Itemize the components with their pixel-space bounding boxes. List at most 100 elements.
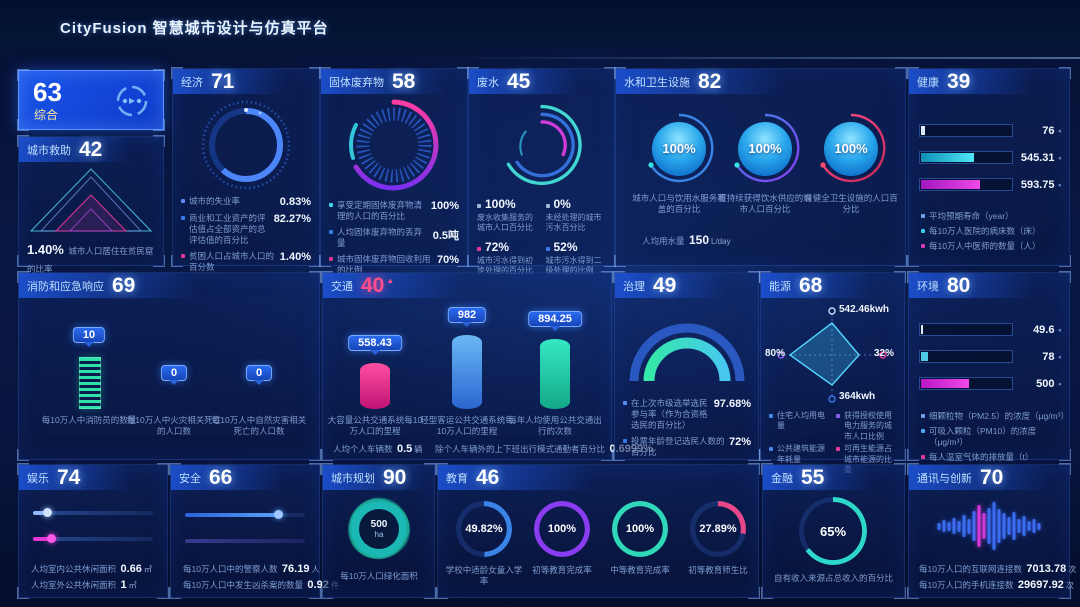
legend-label: 每人温室气体的排放量（t） (929, 452, 1034, 463)
metric-row: 商业和工业资产的评估值占全部资产的总评估值的百分比 82.27% (173, 213, 319, 246)
metric-value: 7013.78 (1026, 563, 1067, 575)
slider-knob[interactable] (47, 534, 57, 543)
bar-row: 78 ◂ (919, 350, 1061, 363)
slider-knob[interactable] (273, 510, 283, 519)
legend-label: 公共建筑能源年耗量 (777, 444, 825, 464)
donut-label: 初等教育师生比 (688, 565, 748, 575)
striped-bar (79, 357, 101, 409)
bar-track (919, 350, 1013, 363)
legend-item: 每人温室气体的排放量（t） (921, 452, 1069, 463)
metric-cell: 72% 城市污水得到初步处理的百分比 (477, 238, 538, 277)
metric-label: 未经处理的城市污水百分比 (545, 213, 602, 233)
tick-marker: ◂ (1057, 353, 1061, 361)
metric-value: 150 (688, 233, 709, 247)
waveform-icon (937, 501, 1041, 551)
legend-item: 住宅人均用电量 (769, 411, 830, 442)
metric-label: 城市的失业率 (189, 196, 241, 206)
metric-unit: L/day (711, 237, 731, 246)
metric-row: 人均固体废弃物的丢弃量 0.5吨 (321, 227, 467, 249)
water-gauge: 100% (640, 109, 718, 187)
bullet-icon (181, 216, 185, 220)
metric-label: 人均室外公共休闲面积 (31, 580, 117, 590)
metric-unit: ㎡ (143, 565, 152, 574)
bar-fill (921, 352, 929, 361)
panel-score: 80 (947, 274, 971, 297)
metric-value: 82.27% (273, 213, 311, 225)
panel-environment: 环境 80 49.6 ◂ 78 ◂ 500 ◂ 细颗粒物（PM2.5）的浓度（μg/m… (907, 271, 1071, 463)
metric-label: 人均固体废弃物的丢弃量 (337, 227, 423, 249)
education-donut: 100% (612, 501, 668, 557)
bullet-icon (921, 429, 925, 434)
bullet-icon (181, 254, 185, 259)
blob-center-value: 500 (370, 519, 388, 530)
donut-ring-chart (612, 501, 668, 557)
donut-value: 100% (625, 523, 655, 535)
slider-knob[interactable] (42, 508, 52, 517)
value-bubble: 558.43 (348, 335, 402, 351)
metric-label: 人均室内公共休闲面积 (31, 564, 117, 574)
metric-row: 城市的失业率 0.83% (173, 196, 319, 208)
panel-header: 废水 45 (469, 69, 591, 94)
bullet-icon (181, 199, 185, 203)
education-donut: 49.82% (456, 501, 512, 557)
legend-item: 公共建筑能源年耗量 (769, 444, 830, 475)
gauge-value: 100% (748, 140, 782, 156)
metric-value: 1 (120, 579, 127, 591)
bullet-icon (545, 204, 550, 208)
metric-value: 72% (728, 436, 751, 449)
panel-score: 39 (947, 70, 971, 93)
slider-track[interactable] (185, 510, 305, 519)
legend-item: 每10万人医院的病床数（床） (921, 226, 1040, 237)
bullet-icon (477, 204, 481, 208)
donut-value: 27.89% (699, 523, 737, 535)
economy-donut-chart (201, 100, 291, 190)
legend-item: 获得授权使用电力服务的城市人口比例 (836, 411, 897, 442)
health-legend: 平均预期寿命（year） 每10万人医院的病床数（床） 每10万人中医师的数量（… (921, 207, 1040, 252)
water-gauge: 100% (726, 109, 804, 187)
assist-metric: 1.40% 城市人口居住在贫民窟的比率 (27, 241, 159, 277)
metric-row: 在上次市级选举选民参与率（作为合资格选民的百分比） 97.68% (623, 398, 751, 431)
metric-label: 人均个人车辆数 (333, 444, 393, 454)
panel-score: 70 (980, 466, 1004, 489)
bullet-icon (769, 447, 773, 452)
app-header: CityFusion 智慧城市设计与仿真平台 (0, 0, 1080, 56)
metric-cell: 100% 废水收集服务的城市人口百分比 (477, 195, 538, 234)
panel-title: 金融 (771, 472, 793, 485)
panel-title: 娱乐 (27, 472, 49, 485)
donut-label: 中等教育完成率 (610, 565, 670, 575)
metric-label: 每10万人口的互联网连接数 (919, 564, 1022, 574)
slider-track[interactable] (33, 508, 153, 517)
gauge-label: 城市人口与饮用水服务覆盖的百分比 (632, 193, 726, 215)
legend-label: 每10万人医院的病床数（床） (929, 226, 1041, 237)
legend-label: 细颗粒物（PM2.5）的浓度（μg/m³） (929, 411, 1069, 421)
slider-track[interactable] (185, 539, 305, 543)
slider-track[interactable] (33, 534, 153, 543)
radar-chart (777, 307, 887, 403)
panel-finance: 金融 55 65% 自有收入来源占总收入的百分比 (761, 463, 906, 599)
metric-row: 贫困人口占城市人口的百分数 1.40% (173, 251, 319, 273)
panel-header: 安全 66 (171, 465, 295, 490)
panel-economy: 经济 71 城市的失业率 0.83% 商业和工业资产的评估值占全部资产的总评估值… (171, 67, 321, 272)
app-title: CityFusion 智慧城市设计与仿真平台 (60, 20, 329, 37)
wastewater-metrics: 100% 废水收集服务的城市人口百分比 0% 未经处理的城市污水百分比 72% … (477, 195, 606, 277)
panel-score: 66 (209, 466, 233, 489)
metric-line: 每10万人口的手机连接数 29697.92 次 (919, 575, 1074, 593)
bar-fill (921, 126, 925, 135)
metric-value: 72% (485, 239, 510, 254)
liquid-gauge-chart (820, 113, 886, 183)
panel-score: 90 (383, 466, 407, 489)
panel-wastewater: 废水 45 100% 废水收集服务的城市人口百分比 0% 未经处理的城市污水百分… (467, 67, 616, 275)
metric-value: 1.40% (279, 251, 311, 264)
bar-value: 78 (1042, 350, 1055, 363)
bullet-icon (836, 447, 840, 452)
panel-title: 城市规划 (331, 472, 375, 485)
metric-row: 投票年龄登记选民人数的百分比 72% (623, 436, 751, 458)
panel-header: 消防和应急响应 69 (19, 273, 213, 298)
panel-header: 城市救助 42 (19, 137, 140, 162)
bullet-icon (329, 203, 333, 207)
bar-track (919, 377, 1013, 390)
slider-fill (185, 513, 277, 517)
liquid-gauge-chart (734, 113, 800, 183)
metric-value: 0.66 (120, 563, 142, 575)
